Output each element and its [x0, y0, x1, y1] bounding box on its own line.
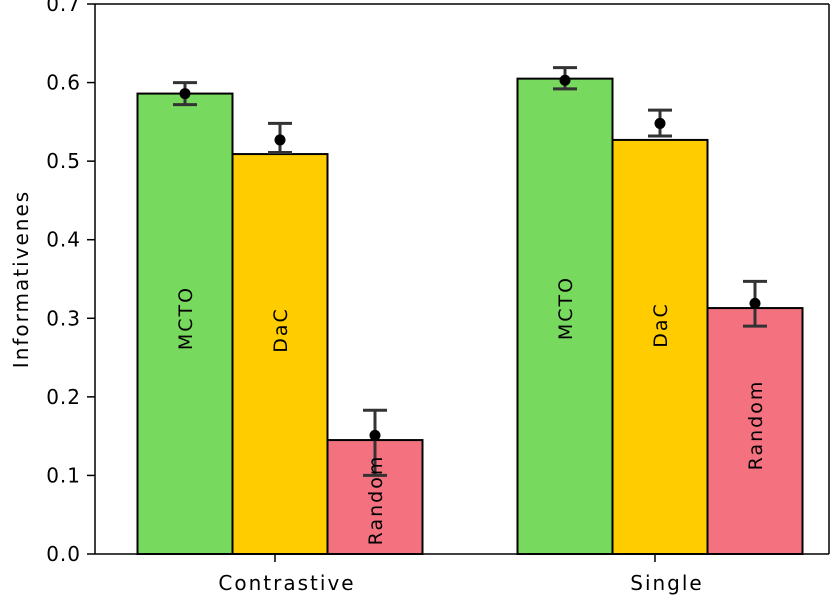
y-tick-label: 0.5	[46, 149, 81, 173]
y-tick-label: 0.2	[46, 385, 81, 409]
y-axis-label: Informativenes	[9, 190, 33, 368]
bar-series-label: DaC	[650, 302, 672, 348]
mean-point	[749, 297, 761, 309]
y-tick-label: 0.7	[46, 0, 81, 16]
mean-point	[654, 117, 666, 129]
bar-series-label: Random	[745, 380, 767, 471]
y-tick-label: 0.0	[46, 542, 81, 566]
x-category-label: Single	[630, 571, 703, 595]
bar-series-label: DaC	[270, 307, 292, 353]
bar-mcto-contrastive	[136, 92, 234, 555]
mean-point	[274, 134, 286, 146]
bar-series-label: MCTO	[555, 276, 577, 340]
y-tick-label: 0.1	[46, 463, 81, 487]
y-tick-label: 0.6	[46, 71, 81, 95]
mean-point	[179, 88, 191, 100]
mean-point	[559, 74, 571, 86]
bar-dac-single	[611, 138, 709, 556]
mean-point	[369, 429, 381, 441]
y-tick-label: 0.4	[46, 228, 81, 252]
bar-series-label: Random	[365, 455, 387, 546]
bar-dac-contrastive	[231, 153, 329, 555]
bar-series-label: MCTO	[175, 286, 197, 350]
x-category-label: Contrastive	[218, 571, 355, 595]
y-tick-label: 0.3	[46, 306, 81, 330]
